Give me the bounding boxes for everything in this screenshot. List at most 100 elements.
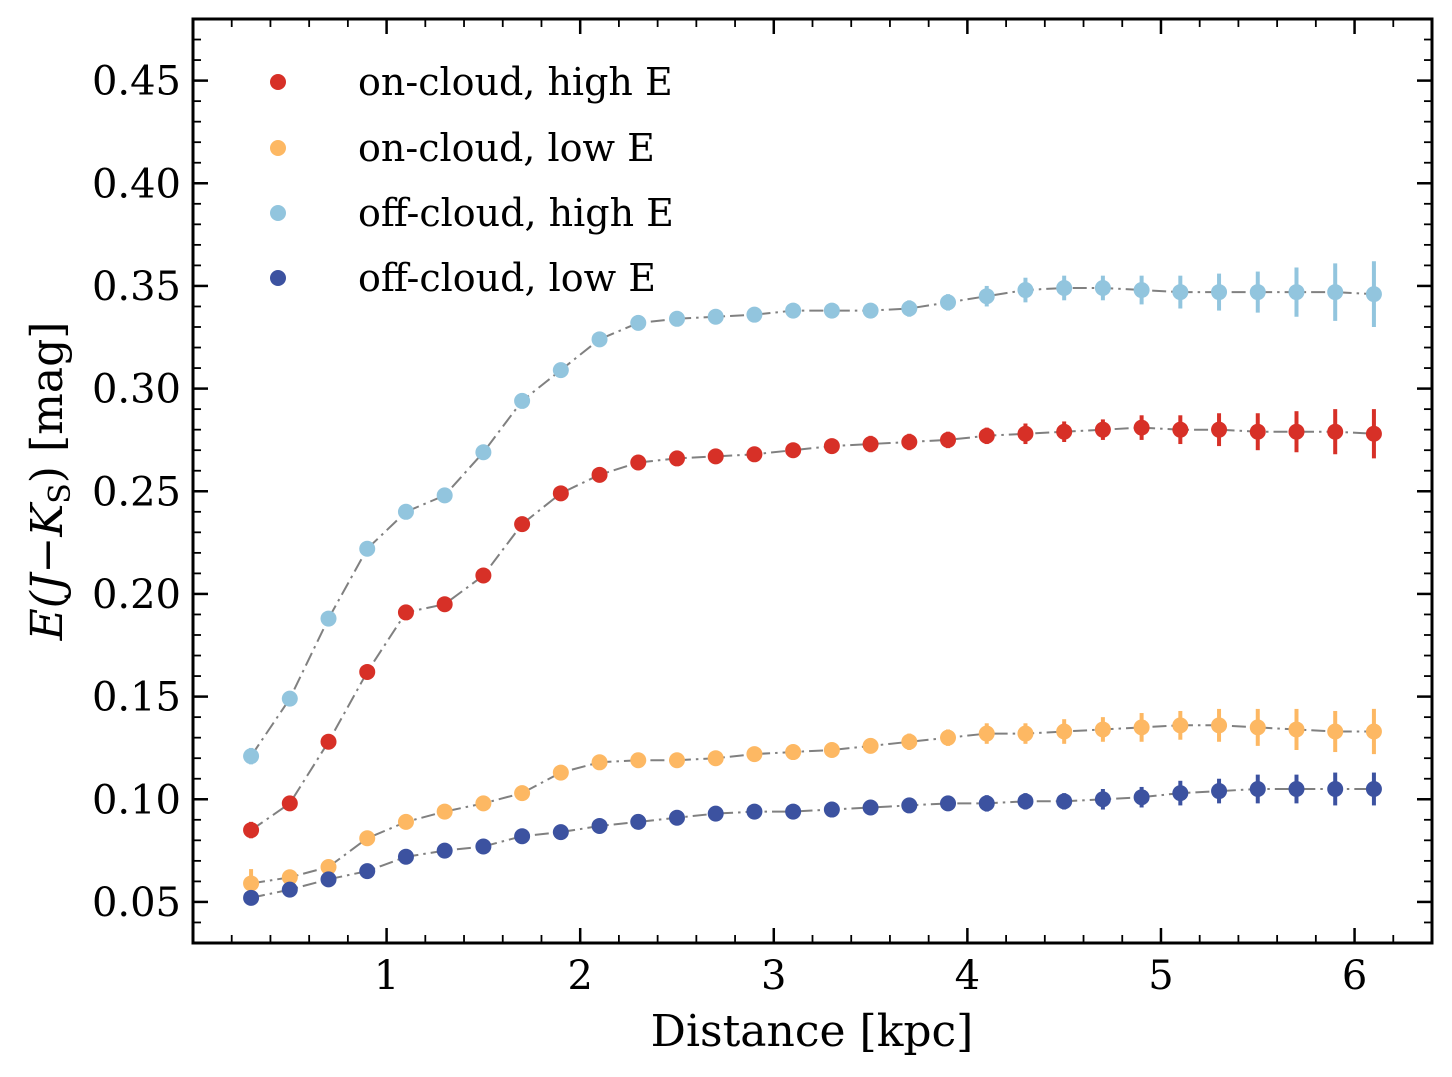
data-point bbox=[514, 392, 531, 409]
data-point bbox=[668, 809, 685, 826]
legend-marker-off-cloud-high bbox=[270, 205, 286, 221]
data-point bbox=[281, 881, 298, 898]
data-point bbox=[514, 516, 531, 533]
data-point bbox=[1327, 423, 1344, 440]
data-point bbox=[243, 748, 260, 765]
legend-label-on-cloud-low: on-cloud, low E bbox=[358, 126, 655, 170]
y-tick-labels: 0.05 0.10 0.15 0.20 0.25 0.30 0.35 0.40 0.45 bbox=[92, 59, 181, 926]
data-point bbox=[746, 446, 763, 463]
data-point bbox=[1133, 789, 1150, 806]
data-point bbox=[552, 362, 569, 379]
data-point bbox=[320, 871, 337, 888]
y-tick-label: 0.05 bbox=[92, 880, 181, 926]
data-point bbox=[436, 596, 453, 613]
data-point bbox=[1365, 781, 1382, 797]
series-3 bbox=[243, 772, 1382, 906]
data-point bbox=[552, 824, 569, 841]
data-point bbox=[436, 842, 453, 859]
data-point bbox=[1172, 785, 1189, 802]
y-tick-label: 0.35 bbox=[92, 264, 181, 310]
data-point bbox=[707, 750, 724, 767]
data-point bbox=[668, 310, 685, 327]
data-point bbox=[436, 803, 453, 820]
data-point bbox=[630, 314, 647, 331]
data-point bbox=[591, 754, 608, 771]
data-point bbox=[668, 450, 685, 467]
data-point bbox=[940, 431, 957, 448]
data-point bbox=[1249, 719, 1266, 736]
data-point bbox=[1094, 421, 1111, 438]
legend: on-cloud, high E on-cloud, low E off-clo… bbox=[270, 60, 674, 300]
data-point bbox=[1094, 791, 1111, 808]
data-point bbox=[359, 830, 376, 847]
data-point bbox=[1017, 425, 1034, 442]
data-point bbox=[475, 838, 492, 855]
data-point bbox=[320, 610, 337, 627]
data-point bbox=[862, 302, 879, 319]
data-point bbox=[630, 454, 647, 471]
data-point bbox=[823, 438, 840, 455]
data-point bbox=[514, 785, 531, 802]
data-point bbox=[281, 795, 298, 812]
y-tick-label: 0.15 bbox=[92, 675, 181, 721]
data-point bbox=[862, 799, 879, 816]
series-0 bbox=[243, 409, 1382, 839]
data-point bbox=[1017, 793, 1034, 810]
series-layer bbox=[243, 261, 1382, 906]
x-tick-label: 5 bbox=[1148, 953, 1173, 999]
legend-label-off-cloud-low: off-cloud, low E bbox=[358, 256, 656, 300]
data-point bbox=[1327, 781, 1344, 797]
y-axis-label: E(J−KS) [mag] bbox=[22, 322, 78, 642]
data-point bbox=[1133, 282, 1150, 299]
data-point bbox=[1172, 284, 1189, 301]
x-tick-label: 2 bbox=[567, 953, 592, 999]
data-point bbox=[707, 308, 724, 325]
data-point bbox=[785, 442, 802, 459]
data-point bbox=[591, 331, 608, 348]
series-1 bbox=[243, 708, 1382, 898]
data-point bbox=[862, 436, 879, 453]
data-point bbox=[475, 795, 492, 812]
data-point bbox=[823, 741, 840, 758]
major-ticks bbox=[193, 19, 1432, 943]
data-point bbox=[1056, 279, 1073, 296]
data-point bbox=[823, 302, 840, 319]
data-point bbox=[552, 764, 569, 781]
data-point bbox=[243, 875, 260, 892]
data-point bbox=[901, 733, 918, 750]
data-point bbox=[1056, 423, 1073, 440]
data-point bbox=[978, 725, 995, 742]
data-point bbox=[978, 427, 995, 444]
data-point bbox=[320, 859, 337, 876]
data-point bbox=[1211, 284, 1228, 301]
data-point bbox=[281, 690, 298, 707]
data-point bbox=[397, 503, 414, 520]
data-point bbox=[1056, 793, 1073, 810]
data-point bbox=[1056, 723, 1073, 740]
data-point bbox=[1017, 725, 1034, 742]
y-axis-label-sub: S bbox=[43, 483, 78, 504]
data-point bbox=[823, 801, 840, 818]
data-point bbox=[552, 485, 569, 502]
data-point bbox=[1249, 781, 1266, 797]
data-point bbox=[940, 729, 957, 746]
data-point bbox=[630, 752, 647, 769]
data-point bbox=[746, 803, 763, 820]
data-point bbox=[785, 302, 802, 319]
data-point bbox=[630, 813, 647, 830]
data-point bbox=[1327, 284, 1344, 301]
data-point bbox=[1211, 421, 1228, 438]
data-point bbox=[1365, 723, 1382, 740]
data-point bbox=[591, 466, 608, 483]
data-point bbox=[862, 737, 879, 754]
data-point bbox=[1249, 284, 1266, 301]
data-point bbox=[901, 433, 918, 450]
data-point bbox=[1094, 721, 1111, 738]
data-point bbox=[1365, 286, 1382, 303]
data-point bbox=[707, 805, 724, 822]
x-tick-labels: 1 2 3 4 5 6 bbox=[374, 953, 1367, 999]
data-point bbox=[1133, 419, 1150, 436]
data-point bbox=[978, 795, 995, 812]
data-point bbox=[359, 863, 376, 880]
data-point bbox=[901, 797, 918, 814]
